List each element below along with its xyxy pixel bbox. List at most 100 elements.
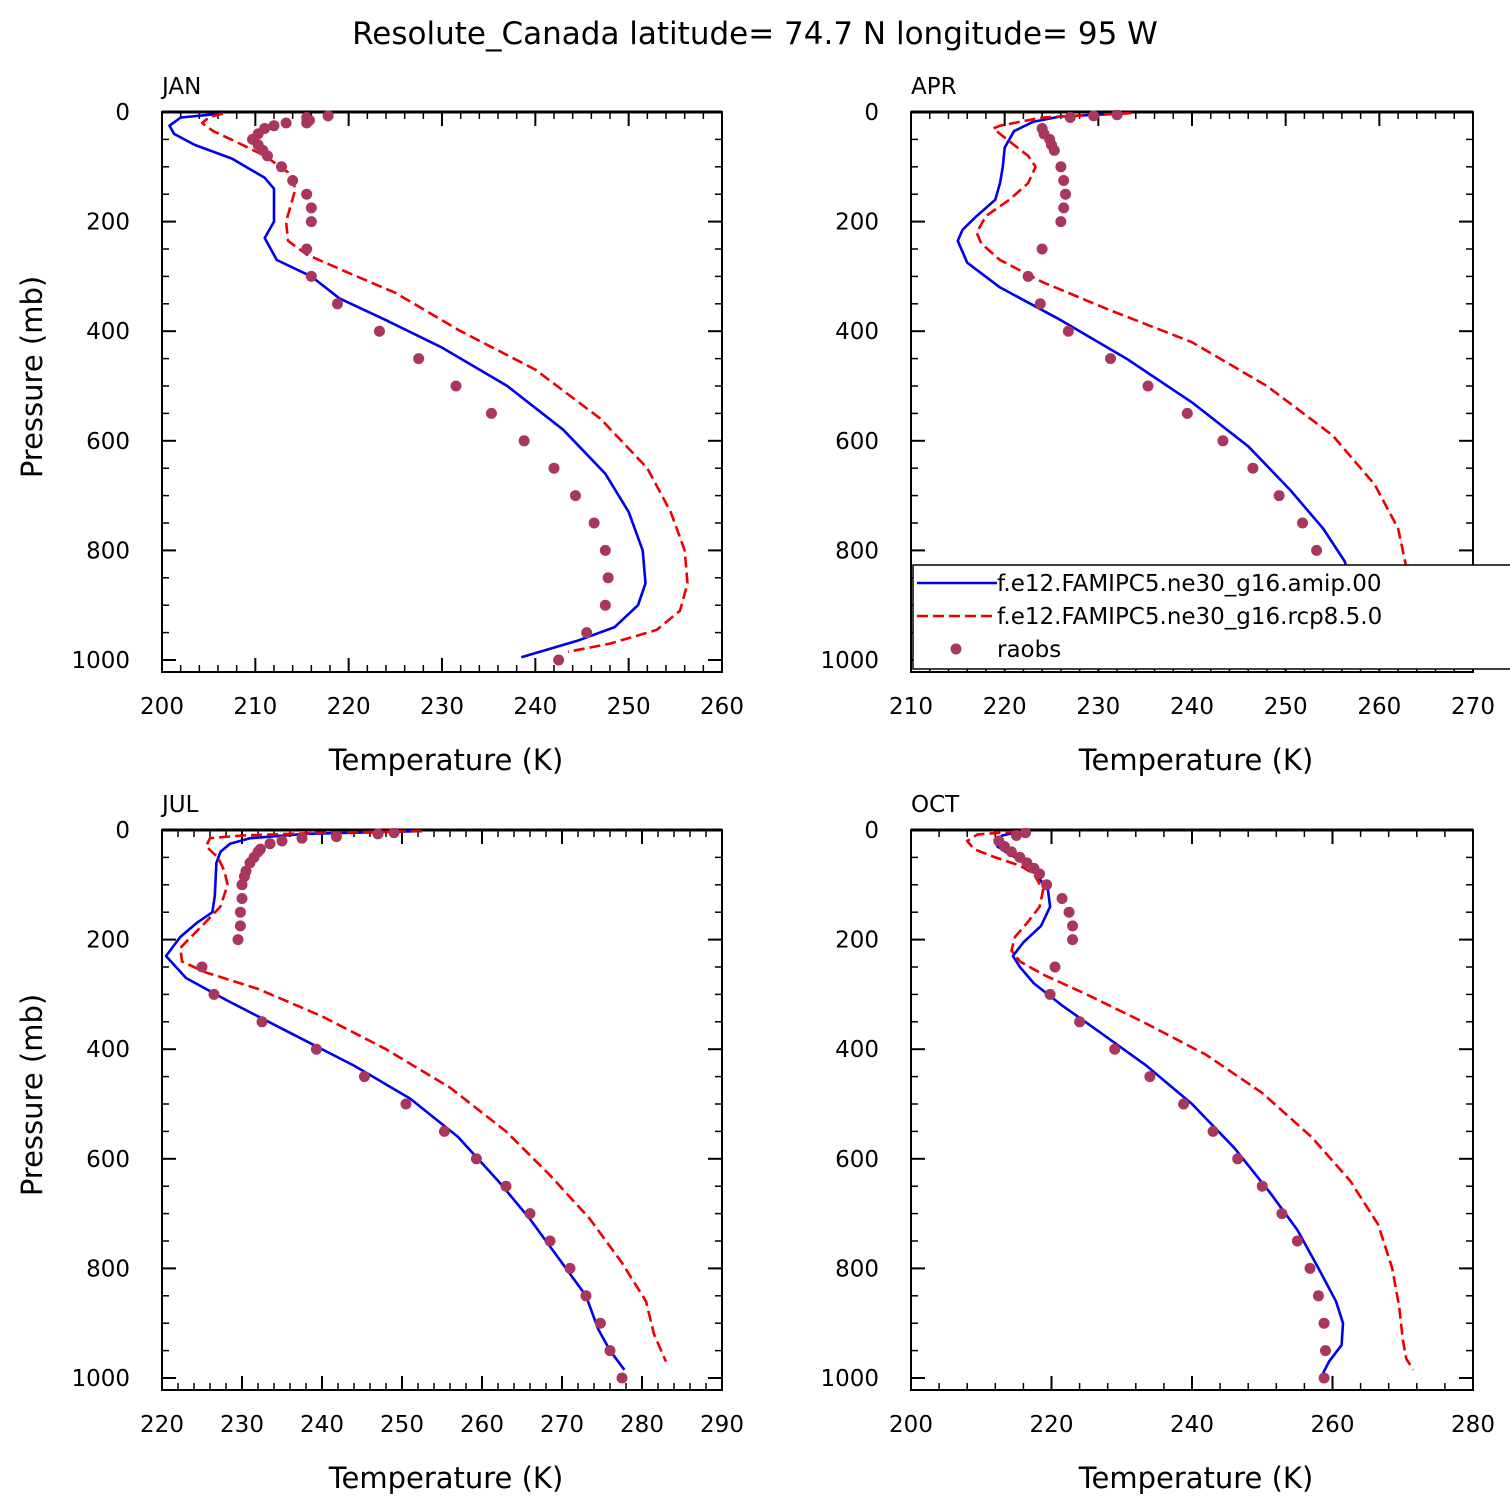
raobs-point	[330, 831, 342, 843]
raobs-point	[580, 1290, 592, 1302]
raobs-point	[1062, 325, 1074, 337]
raobs-point	[1181, 407, 1193, 419]
x-axis-label: Temperature (K)	[328, 1461, 564, 1495]
raobs-point	[1010, 829, 1022, 841]
panel-apr: 210 220 230 240 250 260 270 0 200 400 600 800 1000 AP…	[820, 74, 1495, 777]
series-rcp-line	[179, 829, 668, 1363]
raobs-point	[1318, 1317, 1330, 1329]
raobs-point	[1312, 1290, 1324, 1302]
legend: f.e12.FAMIPC5.ne30_g16.amip.00 f.e12.FAMI…	[912, 564, 1510, 670]
panel-title: JAN	[160, 74, 201, 100]
plot-data	[168, 110, 689, 666]
raobs-point	[1058, 202, 1070, 214]
panel-oct: 200 220 240 260 280 0 200 400 600 800 1000 OCT Tempe…	[820, 792, 1495, 1495]
y-axis-label: Pressure (mb)	[15, 994, 49, 1196]
raobs-point	[1041, 879, 1053, 891]
y-tick-label: 200	[835, 210, 879, 236]
raobs-point	[331, 298, 343, 310]
raobs-point	[261, 150, 273, 162]
x-tick-label: 280	[620, 1412, 664, 1438]
raobs-point	[301, 117, 313, 129]
raobs-point	[1034, 868, 1046, 880]
panel-title: JUL	[160, 792, 199, 818]
raobs-point	[1044, 988, 1056, 1000]
x-tick-label: 220	[327, 694, 371, 720]
x-tick-label: 240	[300, 1412, 344, 1438]
y-tick-label: 1000	[71, 1366, 130, 1392]
raobs-point	[275, 161, 287, 173]
raobs-point	[1273, 490, 1285, 502]
x-tick-label: 250	[1264, 694, 1308, 720]
raobs-point	[1256, 1180, 1268, 1192]
raobs-point	[518, 435, 530, 447]
series-rcp-line	[200, 112, 689, 654]
figure-title: Resolute_Canada latitude= 74.7 N longitu…	[352, 16, 1158, 52]
raobs-point	[1311, 544, 1323, 556]
raobs-point	[588, 517, 600, 529]
plot-frame	[910, 829, 1474, 1391]
raobs-point	[1109, 1043, 1121, 1055]
raobs-point	[268, 120, 280, 132]
raobs-point	[1067, 934, 1079, 946]
y-tick-label: 0	[864, 818, 879, 844]
x-tick-label: 220	[1030, 1412, 1074, 1438]
raobs-point	[1055, 216, 1067, 228]
y-tick-label: 800	[835, 1256, 879, 1282]
series-amip-line	[168, 112, 647, 659]
x-tick-label: 250	[607, 694, 651, 720]
x-tick-label: 210	[233, 694, 277, 720]
raobs-point	[1142, 380, 1154, 392]
y-tick-label: 200	[86, 210, 130, 236]
y-tick-label: 400	[835, 1037, 879, 1063]
raobs-point	[1105, 353, 1117, 365]
raobs-point	[287, 175, 299, 186]
series-raobs	[993, 828, 1331, 1384]
raobs-point	[450, 380, 462, 392]
raobs-point	[599, 599, 611, 611]
series-amip-line	[164, 829, 626, 1371]
x-tick-label: 240	[1170, 1412, 1214, 1438]
y-tick-label: 0	[115, 100, 130, 126]
x-tick-label: 270	[1451, 694, 1495, 720]
raobs-point	[276, 835, 288, 847]
x-tick-label: 210	[889, 694, 933, 720]
panel-title: OCT	[911, 792, 960, 818]
y-tick-label: 1000	[71, 648, 130, 674]
x-tick-label: 250	[380, 1412, 424, 1438]
raobs-point	[616, 1372, 628, 1384]
raobs-point	[234, 920, 246, 932]
raobs-point	[1291, 1235, 1303, 1247]
plot-frame	[161, 111, 723, 673]
raobs-point	[1297, 517, 1309, 529]
y-tick-label: 800	[86, 538, 130, 564]
series-amip-line	[994, 830, 1345, 1376]
plot-data	[956, 110, 1409, 666]
y-tick-label: 1000	[820, 1366, 879, 1392]
raobs-point	[1217, 435, 1229, 447]
x-tick-label: 230	[1076, 694, 1120, 720]
raobs-point	[1111, 110, 1123, 121]
raobs-point	[372, 828, 384, 840]
legend-label: raobs	[997, 637, 1061, 663]
raobs-point	[400, 1098, 412, 1110]
y-tick-label: 0	[864, 100, 879, 126]
raobs-point	[208, 988, 220, 1000]
raobs-point	[305, 202, 317, 214]
raobs-point	[524, 1208, 536, 1220]
y-tick-label: 200	[835, 928, 879, 954]
panels: 200 210 220 230 240 250 260 0 200 400 600 800 1000 JA…	[15, 74, 1495, 1495]
series-raobs	[196, 828, 628, 1384]
raobs-point	[256, 1016, 268, 1028]
plot-data	[164, 828, 668, 1384]
raobs-point	[322, 110, 334, 122]
x-tick-label: 260	[1357, 694, 1401, 720]
raobs-point	[301, 188, 313, 200]
y-axis-label: Pressure (mb)	[15, 276, 49, 478]
raobs-point	[310, 1043, 322, 1055]
x-axis-label: Temperature (K)	[1078, 1461, 1314, 1495]
raobs-point	[569, 490, 581, 502]
raobs-point	[1064, 111, 1076, 123]
panel-jan: 200 210 220 230 240 250 260 0 200 400 600 800 1000 JA…	[15, 74, 744, 777]
x-tick-label: 290	[700, 1412, 744, 1438]
y-tick-label: 400	[86, 1037, 130, 1063]
